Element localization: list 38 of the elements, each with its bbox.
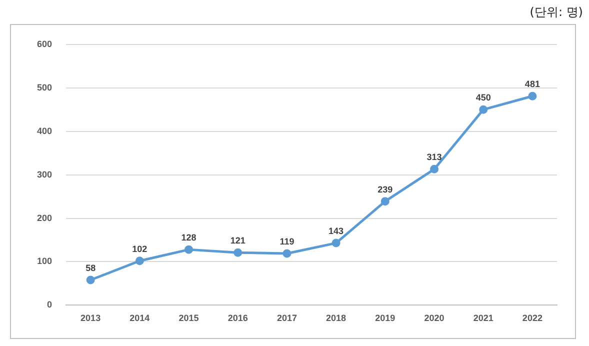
y-tick-label: 300 (36, 169, 52, 180)
point (135, 256, 144, 266)
point (282, 249, 292, 258)
data-label: 121 (230, 236, 246, 246)
y-tick-label: 400 (36, 126, 52, 136)
data-label: 143 (328, 226, 344, 236)
chart-subtitle: (단위: 명) (530, 4, 583, 21)
x-tick-label: 2018 (326, 313, 346, 324)
x-tick-label: 2022 (522, 313, 542, 324)
x-tick-label: 2013 (80, 313, 101, 324)
point (184, 245, 194, 254)
point (86, 276, 95, 284)
point (380, 197, 390, 206)
point (528, 92, 537, 100)
point (234, 248, 242, 257)
x-tick-label: 2019 (375, 313, 396, 324)
point (332, 238, 340, 248)
data-label: 128 (181, 232, 196, 243)
y-tick-label: 0 (47, 300, 52, 310)
point (479, 105, 488, 114)
data-label: 313 (426, 152, 442, 162)
y-tick-label: 200 (36, 212, 52, 223)
point (430, 164, 439, 174)
data-label: 450 (476, 92, 491, 103)
x-tick-label: 2015 (178, 313, 199, 324)
data-label: 239 (378, 184, 393, 194)
data-label: 58 (86, 262, 96, 273)
y-tick-label: 500 (36, 82, 52, 92)
x-tick-label: 2016 (228, 313, 248, 324)
x-tick-label: 2021 (473, 313, 494, 324)
data-label: 102 (132, 244, 148, 254)
y-tick-label: 600 (36, 38, 52, 49)
x-tick-label: 2014 (130, 313, 150, 324)
data-label: 119 (280, 236, 294, 246)
data-label: 481 (524, 79, 540, 90)
x-tick-label: 2017 (276, 313, 297, 324)
y-tick-label: 100 (36, 256, 52, 266)
x-tick-label: 2020 (424, 313, 444, 324)
